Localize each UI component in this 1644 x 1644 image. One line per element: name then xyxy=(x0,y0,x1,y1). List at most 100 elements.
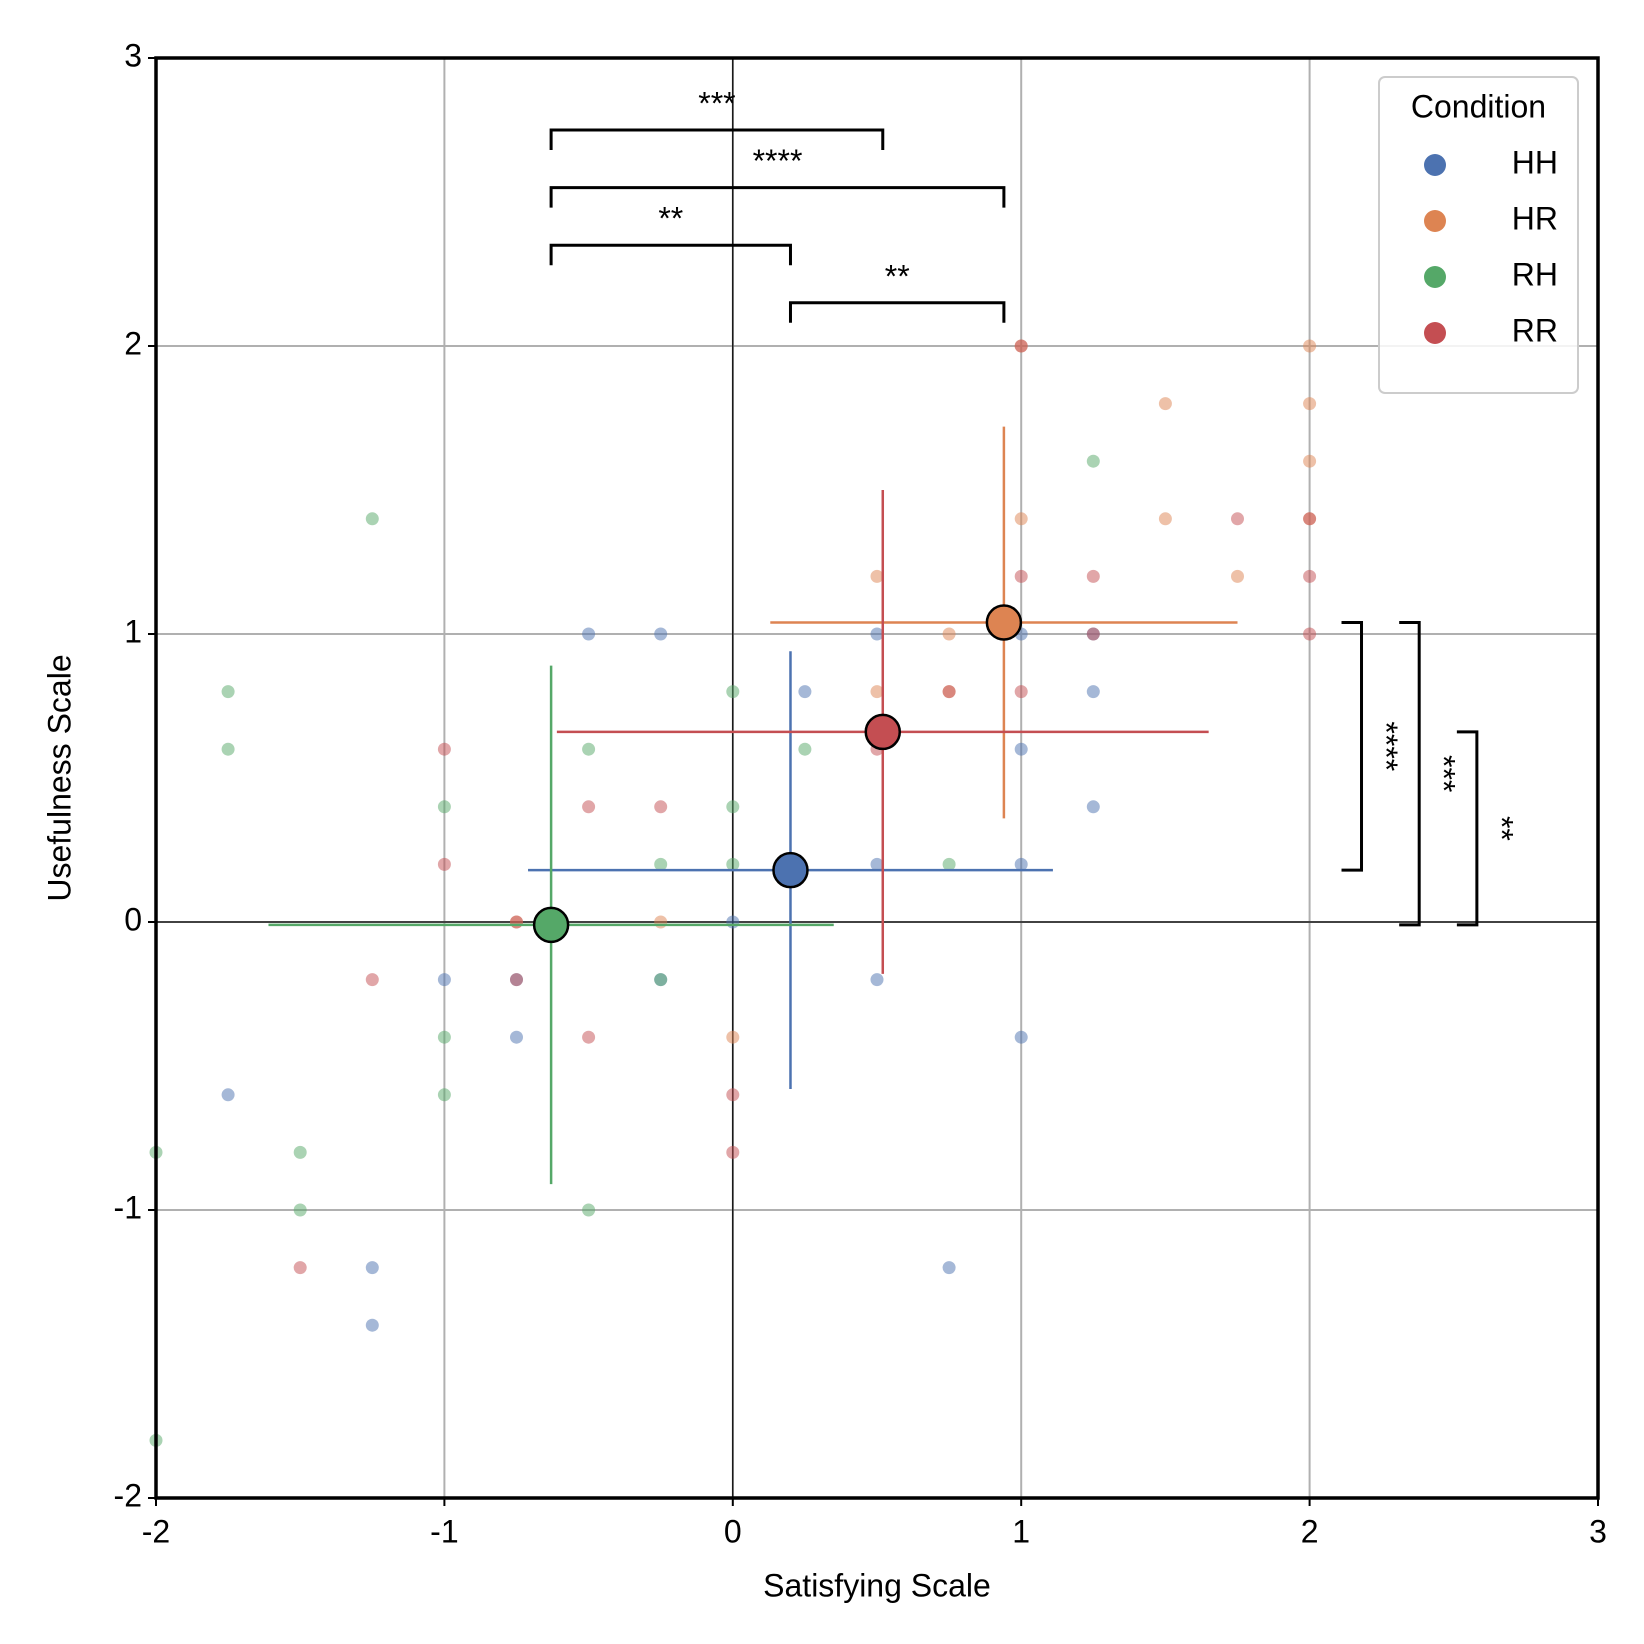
point xyxy=(582,800,596,814)
point xyxy=(1303,627,1317,641)
y-tick-label: -1 xyxy=(114,1189,142,1225)
mean-point xyxy=(532,906,570,944)
legend-marker xyxy=(1424,322,1446,344)
x-axis-label: Satisfying Scale xyxy=(763,1567,991,1603)
plot-frame xyxy=(154,56,1600,1500)
point xyxy=(942,627,956,641)
point xyxy=(870,569,884,583)
point xyxy=(293,1203,307,1217)
point xyxy=(293,1145,307,1159)
point xyxy=(437,1088,451,1102)
point xyxy=(870,857,884,871)
point xyxy=(437,857,451,871)
point xyxy=(510,915,523,929)
point xyxy=(365,512,379,526)
legend-label: HH xyxy=(1512,144,1558,180)
point xyxy=(942,857,956,871)
significance-label: *** xyxy=(698,85,735,121)
point xyxy=(1086,685,1100,699)
point xyxy=(221,742,235,756)
point xyxy=(1231,569,1244,583)
point xyxy=(1086,627,1100,641)
legend-marker xyxy=(1424,210,1446,232)
point xyxy=(870,685,884,699)
point xyxy=(1014,1030,1028,1044)
legend-marker xyxy=(1424,266,1446,288)
x-tick-label: -2 xyxy=(142,1513,170,1549)
legend-label: HR xyxy=(1512,200,1558,236)
significance-bracket xyxy=(549,128,885,150)
point xyxy=(437,800,451,814)
point xyxy=(726,1088,740,1102)
point xyxy=(726,857,740,871)
point xyxy=(365,1318,379,1332)
point xyxy=(437,973,451,987)
point xyxy=(1086,454,1100,468)
point xyxy=(726,1030,740,1044)
point xyxy=(1303,512,1317,526)
point xyxy=(798,742,812,756)
y-axis-label: Usefulness Scale xyxy=(41,654,77,901)
point xyxy=(365,973,379,987)
point xyxy=(942,685,956,699)
significance-label: **** xyxy=(1368,721,1404,771)
point xyxy=(654,857,668,871)
significance-label: ** xyxy=(658,201,683,237)
point xyxy=(1014,857,1028,871)
mean-point xyxy=(985,604,1023,641)
point xyxy=(1014,339,1028,353)
mean-point xyxy=(772,851,809,889)
mean-point xyxy=(864,713,902,751)
point xyxy=(510,973,523,987)
point xyxy=(1158,512,1172,526)
point xyxy=(726,915,740,929)
point xyxy=(582,1030,596,1044)
point xyxy=(221,1088,235,1102)
x-tick-label: 2 xyxy=(1301,1513,1319,1549)
point xyxy=(798,685,812,699)
x-tick-label: -1 xyxy=(430,1513,458,1549)
legend-label: RR xyxy=(1512,312,1558,348)
y-tick-label: 0 xyxy=(124,901,142,937)
point xyxy=(654,973,668,987)
point xyxy=(1014,512,1028,526)
point xyxy=(1158,397,1172,411)
y-tick-label: 3 xyxy=(124,37,142,73)
significance-bracket xyxy=(1456,730,1479,927)
significance-bracket xyxy=(549,243,792,266)
x-tick-label: 3 xyxy=(1589,1513,1607,1549)
point xyxy=(437,1030,451,1044)
point xyxy=(1303,569,1317,583)
point xyxy=(1303,397,1317,411)
x-tick-label: 1 xyxy=(1012,1513,1030,1549)
point xyxy=(582,1203,596,1217)
significance-bracket xyxy=(549,186,1006,208)
y-tick-label: 1 xyxy=(124,613,142,649)
significance-label: ** xyxy=(1483,816,1519,841)
point xyxy=(582,742,596,756)
point xyxy=(1086,800,1100,814)
significance-label: *** xyxy=(1426,755,1462,792)
point xyxy=(654,627,668,641)
point xyxy=(437,742,451,756)
y-tick-label: -2 xyxy=(114,1477,142,1513)
point xyxy=(1231,512,1244,526)
legend-marker xyxy=(1424,154,1446,176)
point xyxy=(221,685,235,699)
point xyxy=(1014,685,1028,699)
point xyxy=(942,1261,956,1275)
y-tick-label: 2 xyxy=(124,325,142,361)
significance-bracket xyxy=(1341,620,1364,872)
significance-bracket xyxy=(788,301,1006,323)
point xyxy=(726,1145,740,1159)
point xyxy=(365,1261,379,1275)
point xyxy=(293,1261,307,1275)
significance-bracket xyxy=(1399,620,1421,927)
point xyxy=(1303,339,1317,353)
point xyxy=(510,1030,523,1044)
legend-label: RH xyxy=(1512,256,1558,292)
point xyxy=(726,800,740,814)
point xyxy=(582,627,596,641)
point xyxy=(654,800,668,814)
